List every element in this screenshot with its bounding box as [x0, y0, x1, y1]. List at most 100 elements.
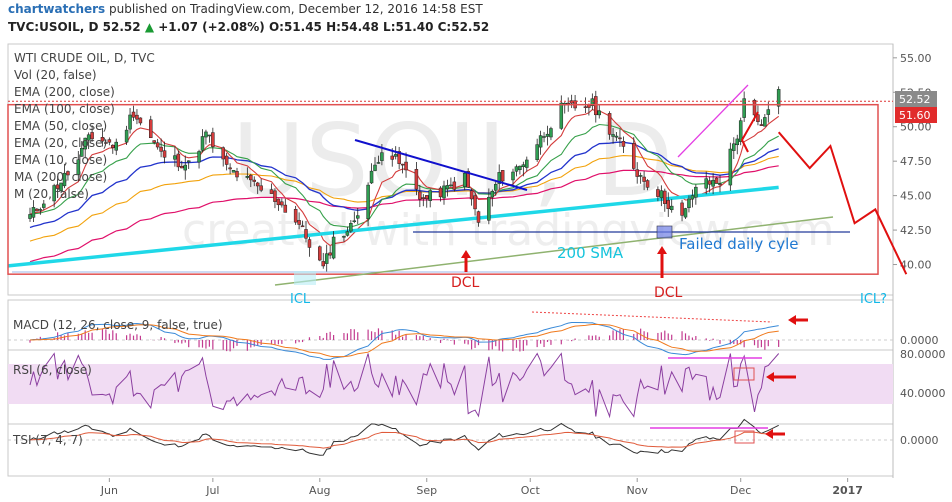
legend-ema50: EMA (50, close) [14, 119, 108, 133]
candle-body [542, 136, 546, 138]
candle-body [494, 184, 498, 191]
tsi-legend: TSI (7, 4, 7) [13, 433, 83, 447]
candle-body [293, 208, 298, 223]
candle-body [663, 190, 667, 204]
candle-body [462, 173, 467, 187]
candle-body [76, 159, 81, 175]
candle-body [66, 171, 70, 176]
candle-body [255, 182, 260, 187]
candle-body [124, 129, 129, 143]
candle-body [149, 119, 153, 139]
legend-ma200: MA (200, close) [14, 170, 108, 184]
candle-body [186, 160, 191, 163]
candle-body [231, 170, 236, 173]
candle-body [535, 144, 539, 160]
candle-body [645, 180, 650, 188]
last-price: 52.52 [102, 20, 141, 34]
tsi-signal-line [29, 431, 779, 449]
candle-body [714, 177, 719, 184]
legend-ema100: EMA (100, close) [14, 102, 115, 116]
candle-body [763, 117, 767, 127]
candle-body [469, 190, 474, 200]
candle-body [318, 246, 322, 261]
candle-body [421, 197, 426, 199]
candle-body [128, 114, 132, 130]
failed-cycle-label: Failed daily cyle [679, 235, 799, 253]
candle-body [28, 214, 32, 219]
symbol-label: TVC:USOIL, D [8, 20, 99, 34]
candle-body [173, 155, 177, 160]
quote-line: TVC:USOIL, D 52.52 ▲ +1.07 (+2.08%) O:51… [8, 20, 489, 34]
projection-start [740, 111, 759, 153]
candle-body [52, 185, 56, 202]
candle-body [694, 186, 698, 198]
macd-legend: MACD (12, 26, close, 9, false, true) [13, 318, 223, 332]
candle-body [80, 147, 84, 157]
candle-body [418, 191, 422, 200]
x-tick-label: Sep [416, 484, 437, 497]
ema-green-line [29, 123, 779, 228]
macd-zero-label: 0.0000 [900, 334, 939, 347]
candle-body [35, 208, 39, 212]
x-tick-label: Nov [626, 484, 648, 497]
legend-ema10: EMA (10, close) [14, 153, 108, 167]
candle-body [183, 164, 187, 171]
candle-body [635, 169, 639, 177]
candle-body [376, 162, 381, 164]
candle-body [342, 236, 346, 238]
legend-m20: M (20, false) [14, 187, 89, 201]
candle-body [490, 191, 495, 198]
candle-body [659, 190, 664, 199]
candle-body [200, 136, 205, 151]
candle-body [438, 187, 443, 198]
candle-body [304, 229, 308, 239]
candle-body [300, 225, 305, 228]
candle-body [711, 179, 715, 187]
x-tick-label: Aug [309, 484, 330, 497]
candle-body [735, 138, 739, 146]
candle-body [656, 189, 660, 197]
tsi-box [734, 430, 755, 444]
price-change: +1.07 (+2.08%) [158, 20, 265, 34]
candle-body [511, 171, 515, 181]
candle-body [135, 114, 139, 120]
candle-body [738, 120, 743, 142]
candle-body [369, 170, 374, 184]
icl-label: ICL [290, 292, 311, 307]
candle-body [86, 134, 91, 141]
dcl-label-1: DCL [451, 275, 480, 291]
candle-body [514, 166, 519, 172]
candle-body [707, 180, 712, 185]
candle-body [390, 155, 394, 160]
tsi-line [29, 418, 779, 456]
down-trendline [354, 139, 528, 191]
rsi-legend: RSI (6, close) [13, 363, 92, 377]
rsi-arrow-head [766, 372, 774, 382]
candle-body [611, 134, 615, 137]
candle-body [776, 89, 781, 107]
x-tick-label: Oct [521, 484, 541, 497]
sma200-line [7, 185, 779, 268]
macd-arrow-head [788, 315, 796, 325]
candle-body [397, 151, 401, 164]
x-tick-label: 2017 [832, 484, 863, 497]
candle-body [404, 161, 408, 171]
author-link[interactable]: chartwatchers [8, 2, 106, 16]
candle-body [131, 111, 136, 118]
magenta-channel [677, 84, 749, 158]
candle-body [356, 215, 360, 219]
dcl-arrow-2-head [657, 246, 667, 254]
candle-body [349, 223, 353, 232]
legend-title: WTI CRUDE OIL, D, TVC [14, 51, 155, 65]
x-tick-label: Dec [730, 484, 751, 497]
candle-body [259, 185, 263, 191]
candle-body [235, 171, 239, 178]
publish-info: published on TradingView.com, December 1… [109, 2, 483, 16]
legend-ema200: EMA (200, close) [14, 85, 115, 99]
candle-body [414, 169, 419, 190]
icl-question-label: ICL? [860, 292, 887, 307]
candle-body [497, 172, 501, 184]
candle-body [742, 98, 746, 118]
candle-body [138, 117, 143, 124]
